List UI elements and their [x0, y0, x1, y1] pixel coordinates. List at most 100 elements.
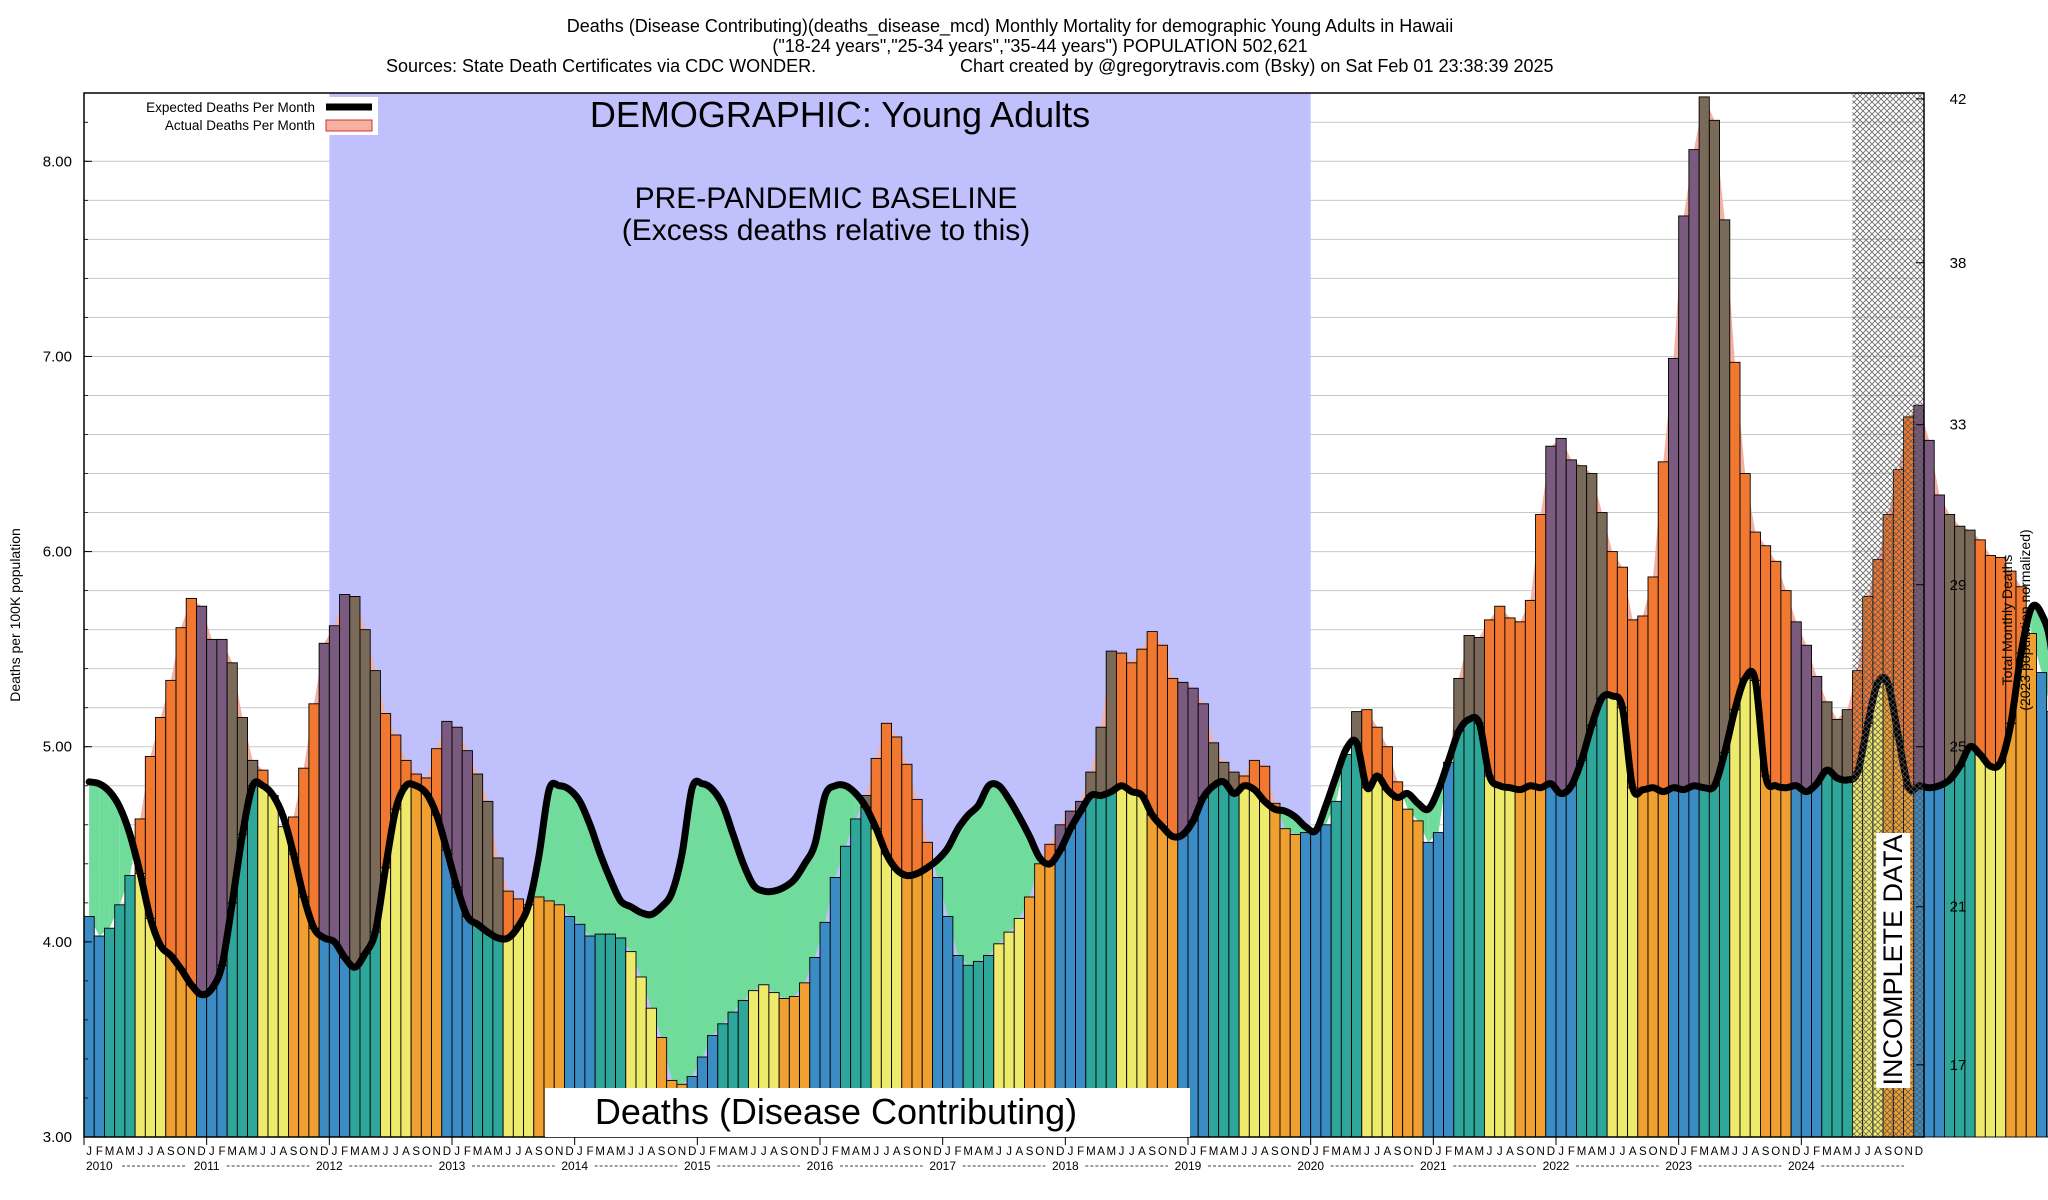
actual-bar-excess	[349, 596, 361, 968]
x-year-label: 2021	[1420, 1159, 1447, 1173]
x-year-label: 2019	[1175, 1159, 1202, 1173]
actual-bar-base	[298, 896, 310, 1138]
actual-bar-excess	[1770, 560, 1782, 787]
excess-fill-segment	[733, 834, 744, 1013]
actual-bar-base	[1606, 695, 1618, 1138]
x-month-label: D	[1424, 1146, 1432, 1158]
x-month-label: S	[903, 1146, 911, 1158]
actual-bar-excess	[1586, 473, 1598, 726]
actual-bar-base	[1739, 677, 1751, 1138]
y2-tick-label: 17	[1950, 1057, 1967, 1074]
excess-fill-segment	[661, 893, 672, 1081]
x-month-label: J	[1006, 1146, 1012, 1158]
actual-bar-excess	[185, 597, 197, 986]
x-month-label: J	[1374, 1146, 1380, 1158]
actual-bar-excess	[1821, 701, 1833, 771]
actual-bar-excess	[1954, 525, 1966, 767]
actual-bar-excess	[1177, 681, 1189, 835]
actual-bar	[267, 795, 279, 1138]
actual-bar	[1289, 834, 1301, 1138]
actual-bar-base	[1238, 785, 1250, 1138]
x-month-label: S	[412, 1146, 420, 1158]
actual-bar-base	[1596, 697, 1608, 1138]
actual-bar-base	[328, 941, 341, 1138]
actual-bar-base	[1218, 781, 1230, 1138]
excess-fill-segment	[988, 785, 999, 956]
x-month-label: S	[658, 1146, 666, 1158]
actual-bar-excess	[1790, 621, 1802, 787]
x-month-label: A	[1015, 1146, 1023, 1158]
actual-bar-base	[1923, 787, 1935, 1138]
actual-bar	[1402, 808, 1414, 1138]
x-month-label: A	[975, 1146, 983, 1158]
actual-bar-base	[1647, 787, 1659, 1138]
x-month-label: J	[148, 1146, 154, 1158]
actual-bar-excess	[1647, 576, 1659, 789]
x-month-label: M	[1822, 1146, 1832, 1158]
actual-bar-excess	[1126, 662, 1138, 793]
chart-title: Deaths (Disease Contributing)(deaths_dis…	[386, 16, 1554, 76]
actual-bar-excess	[1729, 361, 1741, 711]
excess-fill-segment	[722, 805, 734, 1024]
x-month-label: O	[1158, 1146, 1167, 1158]
actual-bar-base	[1514, 789, 1526, 1138]
actual-bar-base	[1667, 787, 1680, 1138]
x-month-label: O	[1281, 1146, 1290, 1158]
x-month-label: J	[1804, 1146, 1810, 1158]
actual-bar-base	[1473, 722, 1485, 1138]
actual-bar-base	[318, 937, 330, 1138]
x-month-label: N	[555, 1146, 563, 1158]
excess-fill-segment	[743, 863, 754, 1001]
actual-bar-excess	[175, 627, 187, 970]
x-month-label: S	[167, 1146, 175, 1158]
y-axis-label: Deaths per 100K population	[7, 528, 23, 702]
x-month-label: A	[1465, 1146, 1473, 1158]
x-month-label: D	[1179, 1146, 1187, 1158]
x-month-label: M	[739, 1146, 749, 1158]
x-month-label: J	[393, 1146, 399, 1158]
actual-bar-base	[1207, 785, 1220, 1138]
actual-bar	[103, 927, 116, 1138]
x-month-label: A	[525, 1146, 533, 1158]
y-tick-label: 5.00	[43, 739, 72, 756]
actual-bar-base	[1483, 775, 1496, 1138]
actual-bar-base	[1463, 718, 1475, 1138]
x-month-label: S	[1148, 1146, 1156, 1158]
excess-fill-segment	[579, 801, 590, 937]
actual-bar-excess	[195, 605, 208, 995]
excess-fill-segment	[569, 789, 580, 925]
actual-bar-base	[287, 853, 300, 1138]
excess-fill-segment	[682, 787, 693, 1085]
actual-bar-excess	[1780, 590, 1792, 789]
x-month-label: S	[1762, 1146, 1770, 1158]
excess-fill-segment	[549, 785, 560, 905]
x-month-label: O	[1035, 1146, 1044, 1158]
actual-bar-base	[1790, 785, 1802, 1138]
x-month-label: J	[1252, 1146, 1258, 1158]
excess-fill-segment	[651, 906, 662, 1038]
actual-bar-base	[1105, 791, 1117, 1138]
excess-fill-segment	[630, 906, 642, 977]
legend-actual-label: Actual Deaths Per Month	[165, 118, 315, 133]
x-month-label: D	[1547, 1146, 1555, 1158]
y2-tick-label: 25	[1950, 739, 1967, 756]
actual-bar-base	[1984, 765, 1997, 1138]
title-line-3: Sources: State Death Certificates via CD…	[386, 56, 816, 76]
actual-bar-base	[1933, 785, 1945, 1138]
x-month-label: F	[464, 1146, 471, 1158]
x-month-label: F	[1322, 1146, 1329, 1158]
actual-bar-base	[134, 873, 146, 1138]
x-month-label: F	[1077, 1146, 1084, 1158]
actual-bar	[1412, 820, 1424, 1138]
actual-bar-base	[1800, 791, 1813, 1138]
actual-bar-excess	[1933, 494, 1945, 787]
x-month-label: A	[1751, 1146, 1759, 1158]
excess-fill-segment	[1277, 809, 1286, 829]
actual-bar-base	[1126, 791, 1138, 1138]
x-month-label: J	[822, 1146, 828, 1158]
y2-tick-label: 33	[1950, 417, 1967, 434]
x-month-label: M	[1699, 1146, 1709, 1158]
actual-bar	[1320, 824, 1332, 1138]
x-month-label: A	[116, 1146, 124, 1158]
actual-bar-excess	[1596, 512, 1608, 699]
